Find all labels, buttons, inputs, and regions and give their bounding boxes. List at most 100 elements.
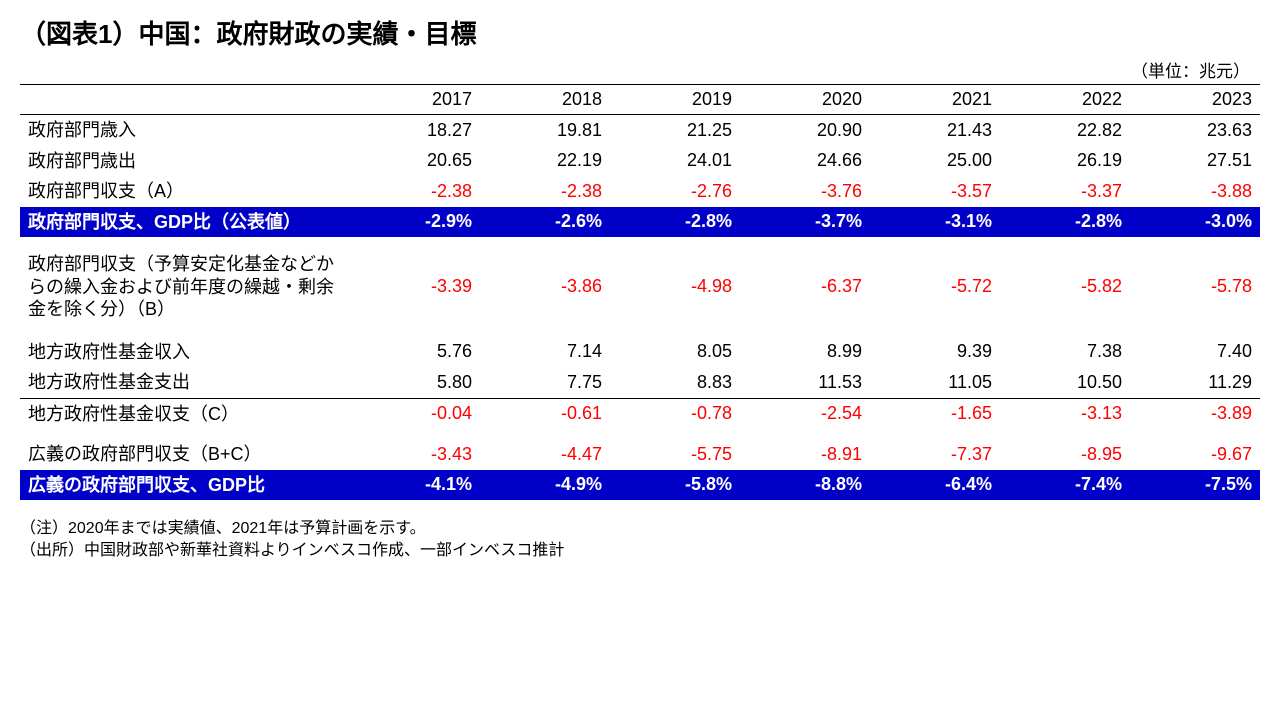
cell-value: -8.91 [740,439,870,470]
cell-value: 18.27 [350,115,480,146]
cell-value: -3.7% [740,207,870,238]
table-row: 広義の政府部門収支、GDP比-4.1%-4.9%-5.8%-8.8%-6.4%-… [20,470,1260,501]
footnote-1: （注）2020年までは実績値、2021年は予算計画を示す。 [20,518,1260,540]
cell-value: 24.01 [610,146,740,177]
cell-value: -4.98 [610,247,740,327]
cell-value: 10.50 [1000,367,1130,398]
cell-value: -0.04 [350,398,480,429]
header-year: 2018 [480,85,610,115]
cell-value: 5.80 [350,367,480,398]
footnote-2: （出所）中国財政部や新華社資料よりインベスコ作成、一部インベスコ推計 [20,540,1260,562]
cell-value: 8.05 [610,337,740,368]
cell-value: 19.81 [480,115,610,146]
table-row: 広義の政府部門収支（B+C）-3.43-4.47-5.75-8.91-7.37-… [20,439,1260,470]
cell-value: -2.8% [610,207,740,238]
cell-value: -3.37 [1000,176,1130,207]
cell-value: 8.99 [740,337,870,368]
cell-value: 20.65 [350,146,480,177]
table-row: 政府部門歳入18.2719.8121.2520.9021.4322.8223.6… [20,115,1260,146]
cell-value: -6.4% [870,470,1000,501]
cell-value: -3.89 [1130,398,1260,429]
cell-value: 20.90 [740,115,870,146]
cell-value: -2.9% [350,207,480,238]
cell-value: -1.65 [870,398,1000,429]
cell-value: -2.76 [610,176,740,207]
cell-value: 25.00 [870,146,1000,177]
cell-value: 7.14 [480,337,610,368]
cell-value: 22.19 [480,146,610,177]
cell-value: -3.57 [870,176,1000,207]
cell-value: -4.47 [480,439,610,470]
cell-value: 11.29 [1130,367,1260,398]
cell-value: 7.75 [480,367,610,398]
table-row [20,429,1260,439]
cell-value: -3.88 [1130,176,1260,207]
cell-value: 11.05 [870,367,1000,398]
header-year: 2023 [1130,85,1260,115]
cell-value: -2.54 [740,398,870,429]
table-row: 地方政府性基金収支（C）-0.04-0.61-0.78-2.54-1.65 -3.… [20,398,1260,429]
header-year: 2020 [740,85,870,115]
cell-value: 9.39 [870,337,1000,368]
cell-value: 11.53 [740,367,870,398]
header-year: 2022 [1000,85,1130,115]
cell-value: -3.76 [740,176,870,207]
cell-value: 26.19 [1000,146,1130,177]
cell-value: -7.5% [1130,470,1260,501]
cell-value: -5.82 [1000,247,1130,327]
figure-title: （図表1）中国：政府財政の実績・目標 [20,14,1260,51]
cell-value: -7.4% [1000,470,1130,501]
cell-value: -0.78 [610,398,740,429]
cell-value: -4.9% [480,470,610,501]
cell-value: -8.8% [740,470,870,501]
cell-value: -5.8% [610,470,740,501]
cell-value: -2.38 [480,176,610,207]
table-row: 地方政府性基金収入5.767.148.058.999.397.387.40 [20,337,1260,368]
cell-value: 22.82 [1000,115,1130,146]
cell-value: -7.37 [870,439,1000,470]
table-row [20,237,1260,247]
cell-value: 24.66 [740,146,870,177]
cell-value: 21.43 [870,115,1000,146]
row-label: 地方政府性基金収支（C） [20,398,350,429]
cell-value: -9.67 [1130,439,1260,470]
header-year: 2019 [610,85,740,115]
cell-value: 5.76 [350,337,480,368]
cell-value: -5.75 [610,439,740,470]
cell-value: 8.83 [610,367,740,398]
cell-value: 27.51 [1130,146,1260,177]
table-row: 地方政府性基金支出5.807.758.8311.5311.0510.5011.2… [20,367,1260,398]
cell-value: -3.0% [1130,207,1260,238]
cell-value: -3.39 [350,247,480,327]
cell-value: -0.61 [480,398,610,429]
unit-label: （単位：兆元） [20,57,1260,82]
cell-value: -2.6% [480,207,610,238]
cell-value: 23.63 [1130,115,1260,146]
row-label: 地方政府性基金収入 [20,337,350,368]
table-row: 政府部門歳出20.6522.1924.0124.6625.0026.1927.5… [20,146,1260,177]
table-row: 政府部門収支（A）-2.38-2.38-2.76-3.76-3.57-3.37-… [20,176,1260,207]
cell-value: -3.43 [350,439,480,470]
row-label: 政府部門収支（予算安定化基金などからの繰入金および前年度の繰越・剰余金を除く分）… [20,247,350,327]
cell-value: -5.78 [1130,247,1260,327]
cell-value: -3.1% [870,207,1000,238]
row-label: 政府部門収支、GDP比（公表値） [20,207,350,238]
cell-value: 7.40 [1130,337,1260,368]
cell-value: -5.72 [870,247,1000,327]
cell-value: -8.95 [1000,439,1130,470]
cell-value: -2.8% [1000,207,1130,238]
table-row: 政府部門収支、GDP比（公表値）-2.9%-2.6%-2.8%-3.7%-3.1… [20,207,1260,238]
cell-value: 21.25 [610,115,740,146]
header-blank [20,85,350,115]
cell-value: -3.86 [480,247,610,327]
row-label: 地方政府性基金支出 [20,367,350,398]
row-label: 政府部門歳出 [20,146,350,177]
table-row [20,327,1260,337]
cell-value: -2.38 [350,176,480,207]
row-label: 広義の政府部門収支、GDP比 [20,470,350,501]
table-header-row: 2017 2018 2019 2020 2021 2022 2023 [20,85,1260,115]
header-year: 2021 [870,85,1000,115]
cell-value: 7.38 [1000,337,1130,368]
row-label: 広義の政府部門収支（B+C） [20,439,350,470]
cell-value: -4.1% [350,470,480,501]
